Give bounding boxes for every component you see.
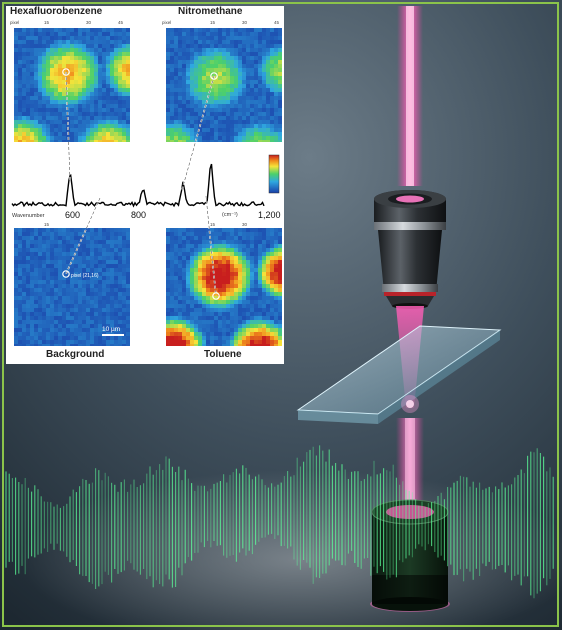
objective-lens-icon	[374, 190, 446, 309]
title-nitromethane: Nitromethane	[178, 6, 243, 17]
tick-30-tr: 30	[242, 20, 248, 25]
title-hexafluorobenzene: Hexafluorobenzene	[10, 6, 103, 17]
axis-label-wavenumber: Wavenumber	[12, 213, 45, 219]
title-toluene: Toluene	[204, 349, 242, 360]
pixel-marker-toluene	[212, 292, 220, 300]
spectral-map-inset: Hexafluorobenzene Nitromethane pixel 15 …	[6, 6, 284, 364]
tick-15-tr: 15	[210, 20, 216, 25]
map-toluene	[166, 228, 282, 346]
tick-45-tr: 45	[274, 20, 280, 25]
tick-15-tl: 15	[44, 20, 50, 25]
tick-15-br: 15	[210, 222, 216, 227]
tick-pixel-tl: pixel	[10, 20, 20, 25]
tick-30-tl: 30	[86, 20, 92, 25]
pixel-label: pixel (21,16)	[71, 273, 99, 279]
glass-slide-icon	[296, 325, 502, 424]
green-waveform	[5, 445, 554, 599]
map-hexafluorobenzene	[14, 28, 130, 142]
pixel-marker-nitromethane	[210, 72, 218, 80]
tick-800: 800	[131, 210, 147, 220]
tick-15-bl: 15	[44, 222, 50, 227]
scale-bar-line	[102, 334, 124, 336]
scale-bar-label: 10 µm	[102, 326, 121, 333]
detector-icon	[370, 499, 450, 612]
title-background: Background	[46, 349, 105, 360]
pixel-marker-background	[62, 270, 70, 278]
unit-label: (cm⁻¹)	[222, 212, 238, 218]
tick-600: 600	[65, 210, 81, 220]
tick-30-br: 30	[242, 222, 248, 227]
tick-45-tl: 45	[118, 20, 124, 25]
pixel-marker-hexafluorobenzene	[62, 68, 70, 76]
map-background	[14, 228, 130, 346]
color-scale-bar	[268, 154, 280, 194]
raman-spectrum	[11, 163, 265, 208]
tick-pixel-tr: pixel	[162, 20, 172, 25]
connector-lines	[62, 68, 220, 300]
tick-1200: 1,200	[258, 210, 281, 220]
